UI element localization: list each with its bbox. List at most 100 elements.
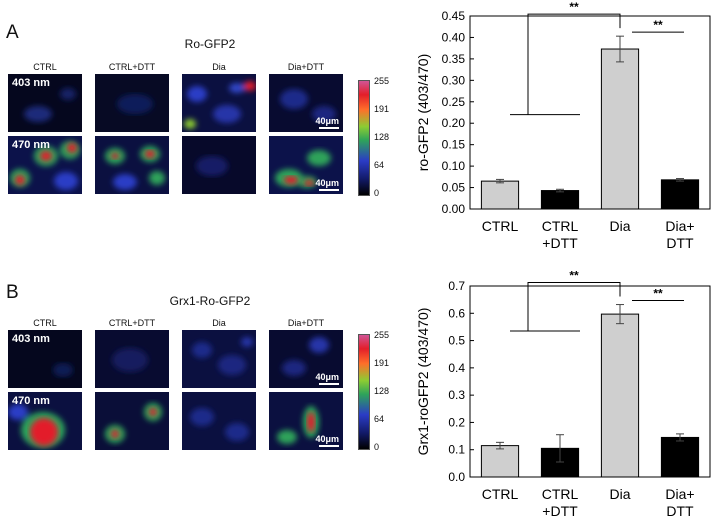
chart-a-ytick-label: 0.20 (442, 116, 466, 130)
panel-b-image-ctrl-dtt-470 (95, 392, 169, 450)
panel-a-image-ctrl-470: 470 nm (8, 136, 82, 194)
chart-a-ytick-label: 0.45 (442, 9, 466, 23)
chart-b-ytick-label: 0.3 (448, 388, 465, 402)
chart-b-plot-frame (469, 285, 711, 478)
chart-a-category-label-3: DTT (666, 235, 694, 251)
chart-a: 0.00 0.05 0.10 0.15 0.20 0.25 0.30 0.35 0.40 0.45… (415, 0, 711, 251)
chart-b-bar-3 (660, 436, 700, 478)
panel-a-colorbar (358, 80, 370, 196)
panel-a-col-ctrl-dtt: CTRL+DTT (108, 62, 156, 72)
chart-b: 0.0 0.1 0.2 0.3 0.4 0.5 0.6 0.7 Grx1-roGFP2 (403… (415, 270, 711, 519)
panel-a-title: Ro-GFP2 (184, 37, 236, 51)
panel-b-cbar-tick-64: 64 (374, 414, 385, 424)
panel-a-col-dia-dtt: Dia+DTT (287, 62, 325, 72)
chart-a-ytick-label: 0.10 (442, 159, 466, 173)
chart-a-ytick-label: 0.40 (442, 30, 466, 44)
panel-b-image-ctrl-dtt-403 (95, 330, 169, 388)
panel-a-image-dia-403 (182, 74, 256, 132)
panel-a-image-dia-dtt-470: 40μm (269, 136, 343, 194)
chart-a-ytick-label: 0.35 (442, 52, 466, 66)
chart-a-bar-3 (660, 179, 700, 210)
chart-b-ytick-label: 0.6 (448, 306, 465, 320)
panel-b-image-dia-470 (182, 392, 256, 450)
panel-a-image-dia-470 (182, 136, 256, 194)
panel-b-scalebar-403-label: 40μm (315, 372, 339, 382)
panel-b-col-dia: Dia (212, 318, 226, 328)
panel-b-letter: B (6, 282, 19, 303)
panel-a-cbar-tick-64: 64 (374, 160, 385, 170)
chart-a-sig-2: ** (653, 18, 663, 32)
chart-a-bar-0 (480, 180, 520, 210)
chart-a-ytick-label: 0.00 (442, 202, 466, 216)
panel-b-title: Grx1-Ro-GFP2 (169, 294, 251, 308)
panel-b-row-403: 403 nm (12, 333, 50, 345)
chart-a-ytick-label: 0.30 (442, 73, 466, 87)
chart-b-bar-2 (600, 313, 640, 478)
chart-b-ytick-label: 0.7 (448, 279, 465, 293)
panel-b-cbar-tick-191: 191 (374, 358, 390, 368)
panel-b-cbar-tick-128: 128 (374, 386, 390, 396)
panel-a-col-dia: Dia (212, 62, 226, 72)
panel-a-row-470: 470 nm (12, 139, 50, 151)
chart-b-bar-0 (480, 445, 520, 478)
panel-a-scalebar-403 (319, 127, 339, 129)
chart-b-ytick-label: 0.5 (448, 334, 465, 348)
panel-b-scalebar-403 (319, 383, 339, 385)
chart-a-bar-2 (600, 48, 640, 210)
panel-a-cbar-tick-0: 0 (374, 188, 380, 198)
chart-b-category-label-1: CTRL (542, 486, 579, 502)
panel-a-cbar-tick-255: 255 (374, 76, 390, 86)
chart-a-bracket-1 (527, 13, 621, 115)
chart-b-sig-1: ** (569, 270, 579, 283)
chart-a-category-label-0: CTRL (482, 218, 519, 234)
panel-a-letter: A (6, 22, 19, 43)
panel-b-col-ctrl: CTRL (33, 318, 57, 328)
panel-b-col-ctrl-dtt: CTRL+DTT (108, 318, 156, 328)
panel-a-col-ctrl: CTRL (33, 62, 57, 72)
chart-a-bar-1 (540, 190, 580, 210)
chart-a-category-label-2: Dia (609, 218, 630, 234)
panel-b-scalebar-470 (319, 445, 339, 447)
chart-b-category-label-2: Dia (609, 486, 630, 502)
chart-b-bracket-1 (527, 282, 621, 332)
chart-a-sig-1: ** (569, 0, 579, 14)
panel-a-scalebar-470-label: 40μm (315, 178, 339, 188)
chart-a-ytick-label: 0.25 (442, 95, 466, 109)
panel-b-colorbar (358, 334, 370, 450)
chart-a-ytick-label: 0.15 (442, 138, 466, 152)
chart-a-ylabel: ro-GFP2 (403/470) (415, 54, 431, 172)
chart-b-ylabel: Grx1-roGFP2 (403/470) (415, 308, 431, 456)
panel-a-scalebar-470 (319, 189, 339, 191)
panel-b-scalebar-470-label: 40μm (315, 434, 339, 444)
chart-b-category-label-1: +DTT (542, 503, 578, 519)
chart-b-category-label-3: DTT (666, 503, 694, 519)
panel-b-image-ctrl-403: 403 nm (8, 330, 82, 388)
panel-b-image-dia-403 (182, 330, 256, 388)
panel-b-row-470: 470 nm (12, 395, 50, 407)
chart-b-ytick-label: 0.4 (448, 361, 465, 375)
chart-b-ytick-label: 0.1 (448, 443, 465, 457)
panel-a-cbar-tick-128: 128 (374, 132, 390, 142)
panel-a-image-ctrl-dtt-470 (95, 136, 169, 194)
panel-a-image-dia-dtt-403: 40μm (269, 74, 343, 132)
panel-a-image-ctrl-dtt-403 (95, 74, 169, 132)
panel-b-col-dia-dtt: Dia+DTT (287, 318, 325, 328)
panel-b-image-ctrl-470: 470 nm (8, 392, 82, 450)
chart-b-ytick-label: 0.0 (448, 470, 465, 484)
panel-b-image-dia-dtt-403: 40μm (269, 330, 343, 388)
chart-a-category-label-3: Dia+ (665, 218, 694, 234)
chart-a-plot-frame (469, 15, 711, 210)
panel-a-row-403: 403 nm (12, 77, 50, 89)
panel-b-cbar-tick-0: 0 (374, 442, 380, 452)
chart-b-category-label-3: Dia+ (665, 486, 694, 502)
chart-a-ytick-label: 0.05 (442, 181, 466, 195)
panel-a-scalebar-403-label: 40μm (315, 116, 339, 126)
panel-b-image-dia-dtt-470: 40μm (269, 392, 343, 450)
chart-b-ytick-label: 0.2 (448, 415, 465, 429)
panel-a-cbar-tick-191: 191 (374, 104, 390, 114)
panel-a-image-ctrl-403: 403 nm (8, 74, 82, 132)
chart-b-sig-2: ** (653, 287, 663, 301)
chart-b-category-label-0: CTRL (482, 486, 519, 502)
chart-a-category-label-1: +DTT (542, 235, 578, 251)
panel-b-cbar-tick-255: 255 (374, 330, 390, 340)
